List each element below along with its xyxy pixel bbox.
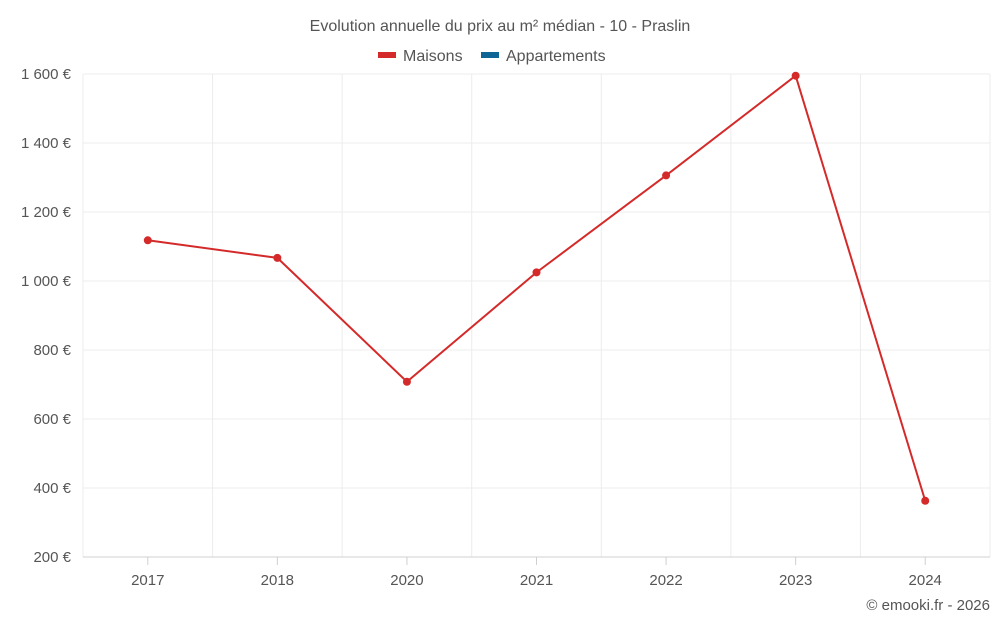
x-tick-label: 2017 bbox=[131, 572, 164, 589]
data-point-2020[interactable] bbox=[402, 377, 411, 386]
x-tick-label: 2022 bbox=[649, 572, 682, 589]
x-tick-label: 2023 bbox=[779, 572, 812, 589]
y-tick-label: 800 € bbox=[33, 342, 71, 359]
series-maisons bbox=[143, 71, 930, 505]
x-tick-label: 2018 bbox=[261, 572, 294, 589]
y-tick-label: 400 € bbox=[33, 480, 71, 497]
y-tick-label: 1 200 € bbox=[21, 204, 72, 221]
x-tick-label: 2021 bbox=[520, 572, 553, 589]
data-point-2023[interactable] bbox=[791, 71, 800, 80]
legend-swatch-maisons bbox=[378, 52, 396, 58]
legend: Maisons Appartements bbox=[378, 48, 606, 65]
y-tick-label: 1 000 € bbox=[21, 273, 72, 290]
legend-item-appartements[interactable]: Appartements bbox=[481, 48, 606, 65]
y-tick-label: 1 400 € bbox=[21, 135, 72, 152]
data-point-2024[interactable] bbox=[921, 496, 930, 505]
legend-label-appartements: Appartements bbox=[506, 48, 606, 65]
data-point-2017[interactable] bbox=[143, 236, 152, 245]
axes: 200 € 400 € 600 € 800 € 1 000 € 1 200 € 1 400 … bbox=[21, 66, 990, 589]
credit-text: © emooki.fr - 2026 bbox=[866, 597, 990, 614]
legend-label-maisons: Maisons bbox=[403, 48, 463, 65]
series-line-maisons bbox=[147, 74, 927, 502]
data-point-2022[interactable] bbox=[662, 171, 671, 180]
legend-item-maisons[interactable]: Maisons bbox=[378, 48, 463, 65]
chart-title: Evolution annuelle du prix au m² médian … bbox=[310, 18, 691, 35]
legend-swatch-appartements bbox=[481, 52, 499, 58]
x-tick-label: 2024 bbox=[909, 572, 942, 589]
y-tick-label: 200 € bbox=[33, 549, 71, 566]
data-point-2018[interactable] bbox=[273, 253, 282, 262]
x-tick-label: 2020 bbox=[390, 572, 423, 589]
y-tick-label: 600 € bbox=[33, 411, 71, 428]
gridlines bbox=[82, 73, 991, 557]
y-tick-label: 1 600 € bbox=[21, 66, 72, 83]
data-point-2021[interactable] bbox=[532, 268, 541, 277]
